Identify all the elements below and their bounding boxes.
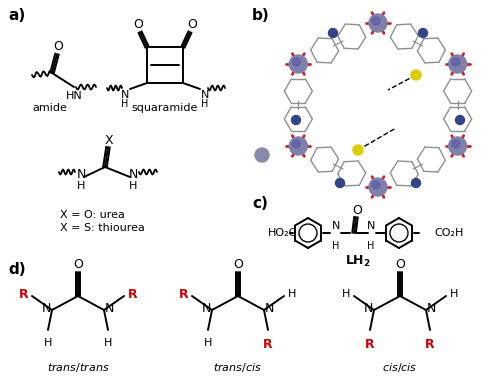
Circle shape [292, 140, 300, 148]
Text: HO₂C: HO₂C [268, 228, 298, 238]
Circle shape [290, 137, 308, 155]
Text: R: R [425, 338, 435, 351]
Text: a): a) [8, 8, 25, 23]
Circle shape [336, 179, 344, 188]
Circle shape [292, 115, 300, 124]
Circle shape [448, 137, 466, 155]
Circle shape [456, 115, 464, 124]
Circle shape [452, 140, 460, 148]
Text: squaramide: squaramide [132, 103, 198, 113]
Text: R: R [263, 338, 273, 351]
Text: $\it{cis/cis}$: $\it{cis/cis}$ [382, 362, 418, 374]
Circle shape [372, 17, 380, 25]
Circle shape [448, 55, 466, 73]
Circle shape [411, 70, 421, 80]
Text: H: H [368, 241, 374, 251]
Text: N: N [332, 221, 340, 231]
Text: b): b) [252, 8, 270, 23]
Circle shape [290, 55, 308, 73]
Circle shape [452, 58, 460, 66]
Text: HN: HN [66, 91, 82, 101]
Circle shape [328, 28, 338, 37]
Text: O: O [395, 259, 405, 271]
Text: c): c) [252, 196, 268, 211]
Text: N: N [201, 90, 209, 100]
Text: N: N [128, 168, 138, 181]
Text: N: N [105, 303, 115, 316]
Text: X: X [104, 133, 114, 147]
Text: X = O: urea: X = O: urea [60, 210, 125, 220]
Text: H: H [44, 338, 52, 348]
Text: H: H [288, 289, 296, 299]
Text: X = S: thiourea: X = S: thiourea [60, 223, 145, 233]
Text: R: R [18, 287, 28, 301]
Circle shape [369, 14, 387, 32]
Text: N: N [265, 303, 274, 316]
Text: amide: amide [32, 103, 68, 113]
Text: N: N [76, 168, 86, 181]
Text: $\mathbf{LH_2}$: $\mathbf{LH_2}$ [345, 254, 371, 269]
Text: d): d) [8, 262, 25, 277]
Text: R: R [128, 287, 138, 301]
Text: O: O [53, 41, 63, 53]
Text: $\it{trans/cis}$: $\it{trans/cis}$ [214, 362, 262, 374]
Text: H: H [450, 289, 458, 299]
Text: N: N [367, 221, 375, 231]
Text: R: R [365, 338, 375, 351]
Text: N: N [427, 303, 436, 316]
Text: H: H [104, 338, 112, 348]
Text: R: R [178, 287, 188, 301]
Circle shape [418, 28, 428, 37]
Text: H: H [77, 181, 85, 191]
Text: CO₂H: CO₂H [434, 228, 464, 238]
Text: N: N [364, 303, 373, 316]
Text: H: H [342, 289, 350, 299]
Text: O: O [352, 204, 362, 216]
Text: O: O [187, 18, 197, 32]
Text: H: H [129, 181, 137, 191]
Circle shape [372, 181, 380, 189]
Text: $\it{trans/trans}$: $\it{trans/trans}$ [46, 362, 110, 374]
Circle shape [412, 179, 420, 188]
Text: H: H [204, 338, 212, 348]
Circle shape [255, 148, 269, 162]
Text: N: N [42, 303, 51, 316]
Circle shape [353, 145, 363, 155]
Text: H: H [332, 241, 340, 251]
Text: O: O [133, 18, 143, 32]
Text: H: H [122, 99, 128, 109]
Text: N: N [202, 303, 211, 316]
Text: H: H [202, 99, 208, 109]
Circle shape [292, 58, 300, 66]
Circle shape [369, 178, 387, 196]
Text: N: N [121, 90, 129, 100]
Text: O: O [233, 259, 243, 271]
Text: O: O [73, 259, 83, 271]
